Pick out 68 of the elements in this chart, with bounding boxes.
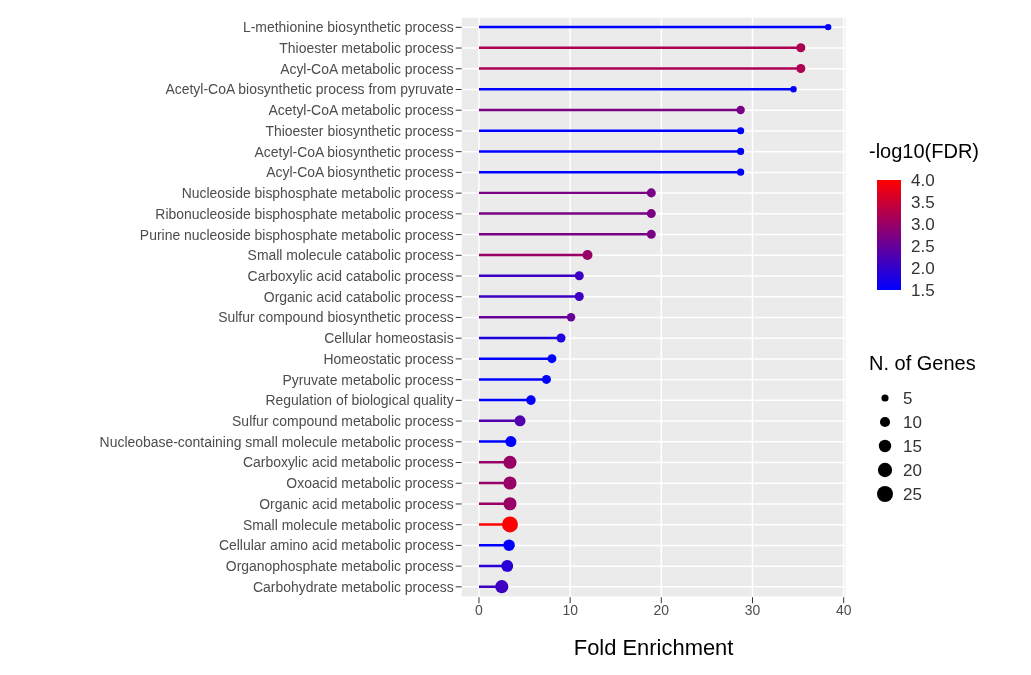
y-tick-label: Acetyl-CoA metabolic process [268, 102, 454, 119]
color-bar-label: 2.5 [911, 236, 936, 256]
y-tick-label: Thioester metabolic process [279, 40, 454, 56]
color-bar-title: -log10(FDR) [869, 140, 980, 162]
point [736, 105, 745, 115]
point [556, 333, 566, 343]
x-tick-label: 10 [562, 602, 579, 619]
x-tick-label: 40 [835, 602, 852, 619]
y-tick-label: Carbohydrate metabolic process [253, 578, 454, 595]
point [646, 209, 656, 219]
y-tick-label: Organic acid catabolic process [263, 288, 454, 305]
y-tick-label: Small molecule catabolic process [247, 247, 454, 264]
point [646, 188, 656, 198]
point [582, 250, 593, 261]
legend-label: 20 [903, 461, 923, 480]
y-tick-label: Sulfur compound biosynthetic process [218, 309, 454, 326]
point [646, 229, 656, 239]
y-tick-label: Ribonucleoside bisphosphate metabolic process [155, 205, 454, 222]
y-tick-label: Acetyl-CoA biosynthetic process [254, 143, 454, 160]
point [574, 271, 584, 281]
y-tick-label: Homeostatic process [323, 350, 454, 367]
point [796, 64, 806, 74]
point [737, 127, 745, 135]
legend-label: 10 [903, 413, 923, 432]
y-tick-label: Small molecule metabolic process [242, 516, 454, 533]
y-tick-label: Sulfur compound metabolic process [232, 413, 454, 430]
point [574, 291, 584, 302]
point [796, 43, 806, 53]
point [547, 354, 557, 364]
point [541, 374, 551, 384]
legend-title: N. of Genes [869, 352, 977, 374]
point [824, 23, 832, 31]
color-bar-label: 3.0 [911, 214, 936, 234]
color-bar-label: 4.0 [911, 170, 936, 190]
point [566, 313, 576, 322]
y-tick-label: Nucleoside bisphosphate metabolic process [181, 185, 454, 202]
y-tick-label: L-methionine biosynthetic process [242, 19, 454, 36]
point [505, 436, 517, 448]
point [737, 147, 745, 155]
y-tick-label: Regulation of biological quality [265, 392, 454, 409]
y-tick-label: Thioester biosynthetic process [265, 122, 454, 139]
x-axis-title: Fold Enrichment [573, 635, 734, 661]
y-tick-label: Cellular amino acid metabolic process [218, 537, 454, 554]
point [503, 539, 515, 551]
legend-label: 25 [903, 485, 923, 504]
y-tick-label: Pyruvate metabolic process [282, 371, 454, 388]
point [514, 415, 526, 427]
legend-label: 15 [903, 437, 923, 456]
x-tick-label: 20 [653, 602, 670, 619]
y-tick-label: Acyl-CoA metabolic process [280, 60, 454, 77]
x-tick-label: 0 [475, 602, 484, 619]
point [737, 168, 745, 176]
color-bar-label: 2.0 [911, 258, 936, 278]
point [526, 395, 536, 405]
y-tick-label: Nucleobase-containing small molecule metabolic process [99, 433, 454, 450]
y-tick-label: Purine nucleoside bisphosphate metabolic process [139, 226, 454, 243]
y-tick-label: Organic acid metabolic process [259, 495, 454, 512]
color-bar-label: 3.5 [911, 192, 936, 212]
y-tick-label: Acetyl-CoA biosynthetic process from pyruvate [165, 81, 454, 98]
legend-label: 5 [903, 389, 913, 408]
y-tick-label: Cellular homeostasis [324, 330, 454, 347]
x-tick-label: 30 [744, 602, 761, 619]
y-tick-label: Oxoacid metabolic process [286, 475, 454, 492]
y-tick-label: Carboxylic acid catabolic process [247, 267, 454, 284]
y-tick-label: Organophosphate metabolic process [225, 558, 454, 575]
y-tick-label: Carboxylic acid metabolic process [242, 454, 454, 471]
color-bar-label: 1.5 [911, 280, 936, 300]
y-tick-label: Acyl-CoA biosynthetic process [266, 164, 454, 181]
